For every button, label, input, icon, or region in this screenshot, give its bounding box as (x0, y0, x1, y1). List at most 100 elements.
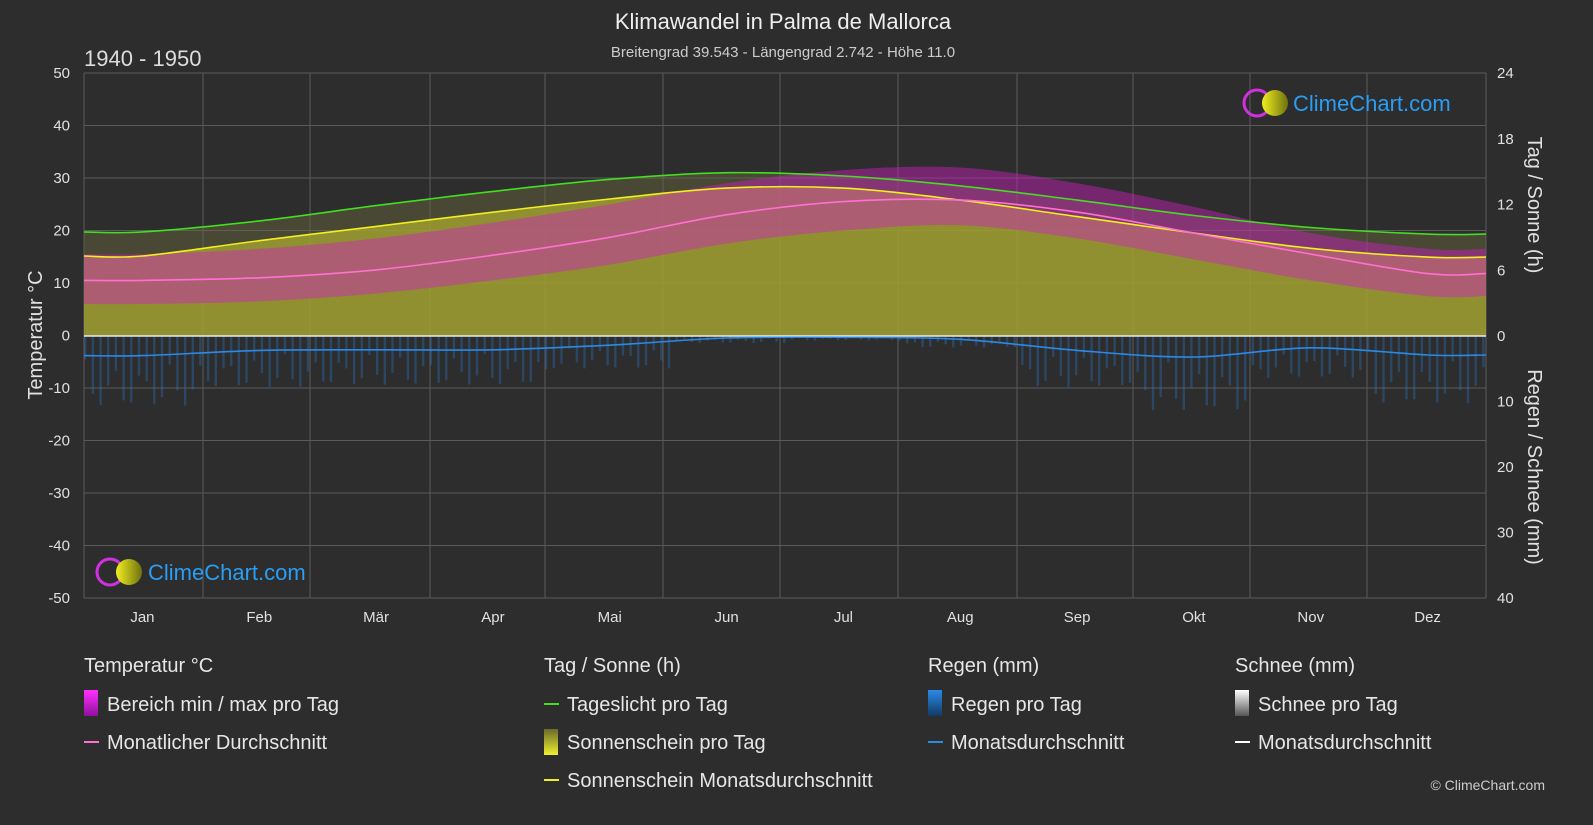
rain-day-bar (1021, 336, 1024, 365)
rain-day-bar (752, 336, 755, 343)
rain-day-bar (130, 336, 133, 403)
x-tick-label: Sep (1064, 609, 1091, 626)
rain-day-bar (1466, 336, 1470, 404)
rain-day-bar (1052, 336, 1055, 357)
rain-day-bar (1059, 336, 1062, 376)
legend-item: Monatlicher Durchschnitt (107, 732, 328, 754)
rain-day-bar (176, 336, 179, 391)
rain-day-bar (153, 336, 156, 405)
rain-day-bar (329, 336, 333, 383)
brand-logo-top: ClimeChart.com (1242, 88, 1451, 118)
rain-day-bar (114, 336, 118, 371)
y-right-bottom-tick-label: 30 (1497, 525, 1514, 542)
rain-day-bar (1451, 336, 1454, 362)
x-tick-label: Jan (130, 609, 154, 626)
rain-day-bar (1121, 336, 1124, 386)
rain-day-bar (414, 336, 417, 384)
rain-day-bar (1190, 336, 1193, 388)
legend-heading: Tag / Sonne (h) (544, 655, 681, 677)
rain-day-bar (1036, 336, 1039, 387)
rain-day-bar (1374, 336, 1377, 394)
rain-day-bar (906, 336, 909, 344)
rain-day-bar (560, 336, 563, 364)
daylight-line (84, 171, 1486, 236)
logo-sun-icon (1262, 90, 1288, 116)
rain-day-bar (1082, 336, 1086, 358)
rain-avg-line (84, 336, 1486, 358)
rain-day-bar (1167, 336, 1170, 363)
rain-day-bar (967, 336, 970, 340)
rain-day-bar (552, 336, 555, 369)
rain-day-bar (91, 336, 95, 394)
rain-day-bar (168, 336, 171, 365)
chart-subtitle: Breitengrad 39.543 - Längengrad 2.742 - … (611, 44, 955, 61)
chart-title: Klimawandel in Palma de Mallorca (615, 9, 952, 34)
rain-day-bar (199, 336, 202, 366)
rain-day-bar (1382, 336, 1385, 403)
rain-day-bar (345, 336, 348, 369)
rain-day-bar (813, 336, 817, 341)
rain-day-bar (660, 336, 663, 361)
rain-day-bar (445, 336, 448, 381)
rain-day-bar (1359, 336, 1362, 370)
y-right-bottom-title: Regen / Schnee (mm) (1523, 369, 1545, 565)
rain-day-bar (721, 336, 724, 343)
y-left-tick-label: -10 (48, 380, 70, 397)
y-left-tick-label: 30 (53, 170, 70, 187)
rain-day-bar (744, 336, 748, 341)
temp-avg-line (84, 198, 1486, 282)
rain-day-bar (637, 336, 640, 368)
y-left-tick-label: -50 (48, 590, 70, 607)
legend-item: Sonnenschein Monatsdurchschnitt (567, 770, 873, 792)
rain-day-bar (1136, 336, 1139, 372)
rain-day-bar (644, 336, 648, 366)
y-right-top-tick-label: 24 (1497, 65, 1514, 82)
rain-day-bar (206, 336, 210, 382)
rain-day-bar (952, 336, 955, 348)
rain-day-bar (1228, 336, 1231, 386)
y-right-top-tick-label: 6 (1497, 262, 1505, 279)
rain-day-bar (375, 336, 379, 375)
rain-day-bar (913, 336, 917, 343)
axes: 50 40 30 20 10 0 -10 -20 -30 -40 -50 Jan Feb Mär Apr Ma… (48, 65, 1513, 626)
legend-item: Regen pro Tag (951, 694, 1082, 716)
rain-day-bar (352, 336, 356, 384)
rain-day-bar (990, 336, 993, 345)
rain-day-bar (160, 336, 164, 398)
rain-day-bar (122, 336, 125, 401)
x-tick-label: Feb (246, 609, 272, 626)
rain-day-bar (1044, 336, 1047, 381)
rain-day-bar (929, 336, 932, 347)
rain-day-bar (1197, 336, 1201, 375)
rain-day-bar (944, 336, 947, 345)
rain-day-bar (1213, 336, 1216, 407)
rain-day-bar (260, 336, 264, 374)
x-tick-label: Apr (481, 609, 504, 626)
rain-day-bar (1144, 336, 1147, 390)
rain-day-bar (475, 336, 479, 376)
legend-heading: Schnee (mm) (1235, 655, 1355, 677)
rain-day-bar (591, 336, 594, 361)
rain-day-bar (1159, 336, 1162, 397)
x-tick-label: Mär (363, 609, 389, 626)
rain-day-bar (306, 336, 310, 372)
rain-day-bar (1343, 336, 1347, 367)
legend-item: Sonnenschein pro Tag (567, 732, 766, 754)
y-right-top-tick-label: 12 (1497, 197, 1514, 214)
rain-day-bar (399, 336, 402, 358)
plot-area (84, 166, 1486, 410)
y-left-tick-label: 0 (62, 328, 70, 345)
legend-item: Monatsdurchschnitt (1258, 732, 1432, 754)
rain-day-bar (468, 336, 471, 385)
rain-day-bar (629, 336, 632, 357)
y-left-tick-label: -20 (48, 433, 70, 450)
legend-swatch-sunshine (544, 729, 558, 755)
logo-sun-icon (116, 559, 142, 585)
rain-day-bar (276, 336, 279, 378)
rain-day-bar (667, 336, 671, 369)
x-tick-label: Mai (598, 609, 622, 626)
rain-day-bar (1282, 336, 1285, 355)
x-tick-label: Aug (947, 609, 974, 626)
rain-day-bar (1075, 336, 1078, 376)
rain-day-bar (214, 336, 217, 386)
